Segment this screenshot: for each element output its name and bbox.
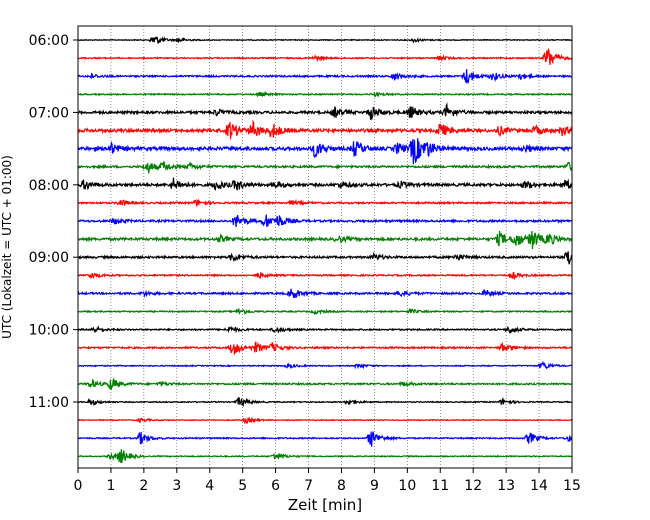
y-tick-label: 10:00 <box>29 323 69 339</box>
x-tick-label: 8 <box>337 478 346 494</box>
x-tick-label: 3 <box>172 478 181 494</box>
seismogram-trace <box>77 360 573 370</box>
y-tick-label: 08:00 <box>29 178 69 194</box>
x-tick-label: 13 <box>497 478 515 494</box>
x-axis-label: Zeit [min] <box>288 496 362 514</box>
y-tick-label: 09:00 <box>29 250 69 266</box>
seismogram-trace <box>77 69 573 85</box>
seismogram-trace <box>77 396 573 408</box>
x-tick-label: 10 <box>398 478 416 494</box>
x-tick-label: 2 <box>139 478 148 494</box>
x-tick-label: 9 <box>370 478 379 494</box>
seismogram-trace <box>77 198 573 207</box>
seismogram-trace <box>77 431 573 447</box>
x-tick-label: 4 <box>205 478 214 494</box>
seismogram-trace <box>77 138 573 165</box>
seismogram-trace <box>77 325 573 334</box>
seismogram-trace <box>77 377 573 391</box>
x-tick-label: 1 <box>106 478 115 494</box>
x-tick-label: 7 <box>304 478 313 494</box>
y-tick-label: 06:00 <box>29 33 69 49</box>
x-tick-label: 11 <box>431 478 449 494</box>
x-tick-label: 5 <box>238 478 247 494</box>
seismogram-trace <box>77 416 573 425</box>
seismogram-trace <box>77 102 573 120</box>
seismogram-trace <box>77 271 573 281</box>
seismogram-trace <box>77 177 573 191</box>
trace-group <box>77 36 573 463</box>
seismogram-trace <box>77 48 573 66</box>
x-axis-ticks: 0 1 2 3 4 5 6 7 8 9 10 11 12 13 14 15 <box>74 468 581 494</box>
x-tick-label: 14 <box>530 478 548 494</box>
y-axis-label: UTC (Lokalzeit = UTC + 01:00) <box>0 155 14 339</box>
seismogram-trace <box>77 119 573 140</box>
x-tick-label: 0 <box>74 478 83 494</box>
x-tick-label: 12 <box>464 478 482 494</box>
seismogram-trace <box>77 307 573 316</box>
y-tick-label: 07:00 <box>29 105 69 121</box>
seismogram-trace <box>77 341 573 356</box>
plot-frame <box>77 25 573 469</box>
seismogram-trace <box>77 449 573 463</box>
seismogram-trace <box>77 90 573 98</box>
x-tick-label: 15 <box>563 478 581 494</box>
y-axis-ticks: 06:00 07:00 08:00 09:00 10:00 11:00 <box>29 33 78 411</box>
seismogram-trace <box>77 251 573 265</box>
seismogram-trace <box>77 230 573 250</box>
seismogram-trace <box>77 288 573 298</box>
x-tick-label: 6 <box>271 478 280 494</box>
seismogram-trace <box>77 160 573 175</box>
seismogram-trace <box>77 36 573 44</box>
y-tick-label: 11:00 <box>29 395 69 411</box>
seismogram-trace <box>77 214 573 228</box>
